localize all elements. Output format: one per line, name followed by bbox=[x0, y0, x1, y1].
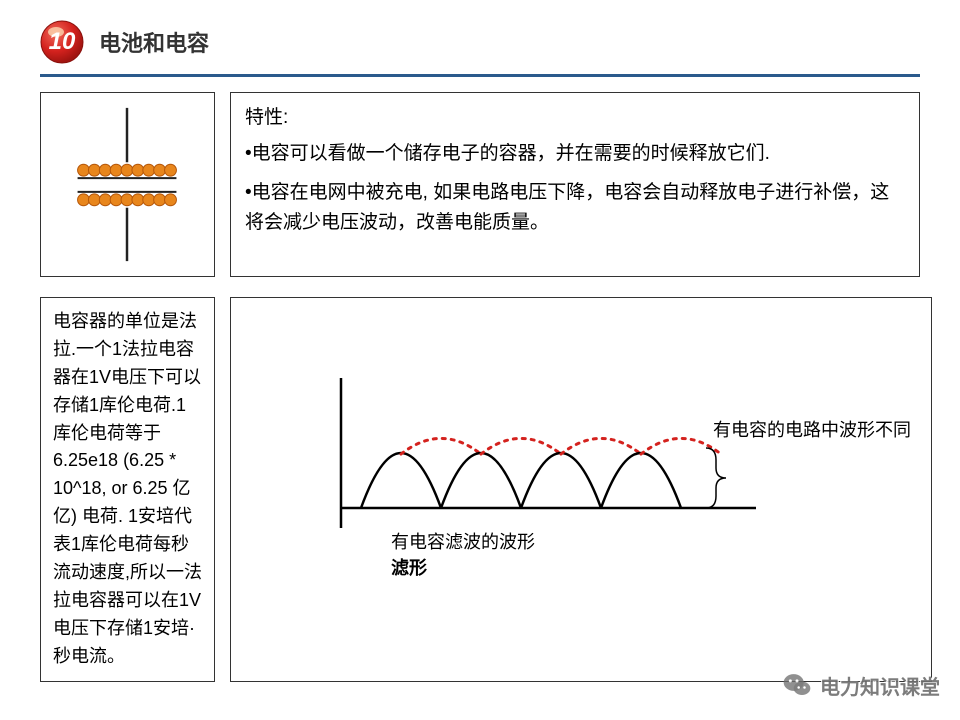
badge-number: 10 bbox=[49, 28, 76, 56]
farad-text: 电容器的单位是法拉.一个1法拉电容器在1V电压下可以存储1库伦电荷.1库伦电荷等… bbox=[53, 311, 202, 666]
waveform-svg bbox=[251, 318, 911, 598]
waveform-caption: 有电容滤波的波形 滤形 bbox=[391, 528, 535, 580]
properties-heading: 特性: bbox=[245, 103, 905, 133]
page-title: 电池和电容 bbox=[99, 26, 209, 58]
waveform-box: 有电容滤波的波形 滤形 有电容的电路中波形不同 bbox=[230, 297, 932, 682]
top-row: 特性: •电容可以看做一个储存电子的容器，并在需要的时候释放它们. •电容在电网… bbox=[40, 92, 920, 277]
watermark: 电力知识课堂 bbox=[782, 670, 940, 700]
content-area: 特性: •电容可以看做一个储存电子的容器，并在需要的时候释放它们. •电容在电网… bbox=[0, 92, 960, 682]
capacitor-svg bbox=[41, 92, 214, 277]
capacitor-diagram-box bbox=[40, 92, 215, 277]
caption-line2: 滤形 bbox=[391, 554, 535, 580]
wechat-icon bbox=[782, 670, 812, 700]
properties-box: 特性: •电容可以看做一个储存电子的容器，并在需要的时候释放它们. •电容在电网… bbox=[230, 92, 920, 277]
side-text: 有电容的电路中波形不同 bbox=[713, 420, 911, 440]
waveform-side-label: 有电容的电路中波形不同 bbox=[713, 418, 911, 443]
bottom-row: 电容器的单位是法拉.一个1法拉电容器在1V电压下可以存储1库伦电荷.1库伦电荷等… bbox=[40, 297, 920, 682]
header: 10 电池和电容 bbox=[0, 0, 960, 74]
farad-text-box: 电容器的单位是法拉.一个1法拉电容器在1V电压下可以存储1库伦电荷.1库伦电荷等… bbox=[40, 297, 215, 682]
watermark-text: 电力知识课堂 bbox=[820, 671, 940, 700]
caption-line1: 有电容滤波的波形 bbox=[391, 528, 535, 554]
property-item: •电容可以看做一个储存电子的容器，并在需要的时候释放它们. bbox=[245, 139, 905, 169]
title-divider bbox=[40, 74, 920, 77]
slide-number-badge: 10 bbox=[40, 20, 84, 64]
property-item: •电容在电网中被充电, 如果电路电压下降，电容会自动释放电子进行补偿，这将会减少… bbox=[245, 178, 905, 239]
